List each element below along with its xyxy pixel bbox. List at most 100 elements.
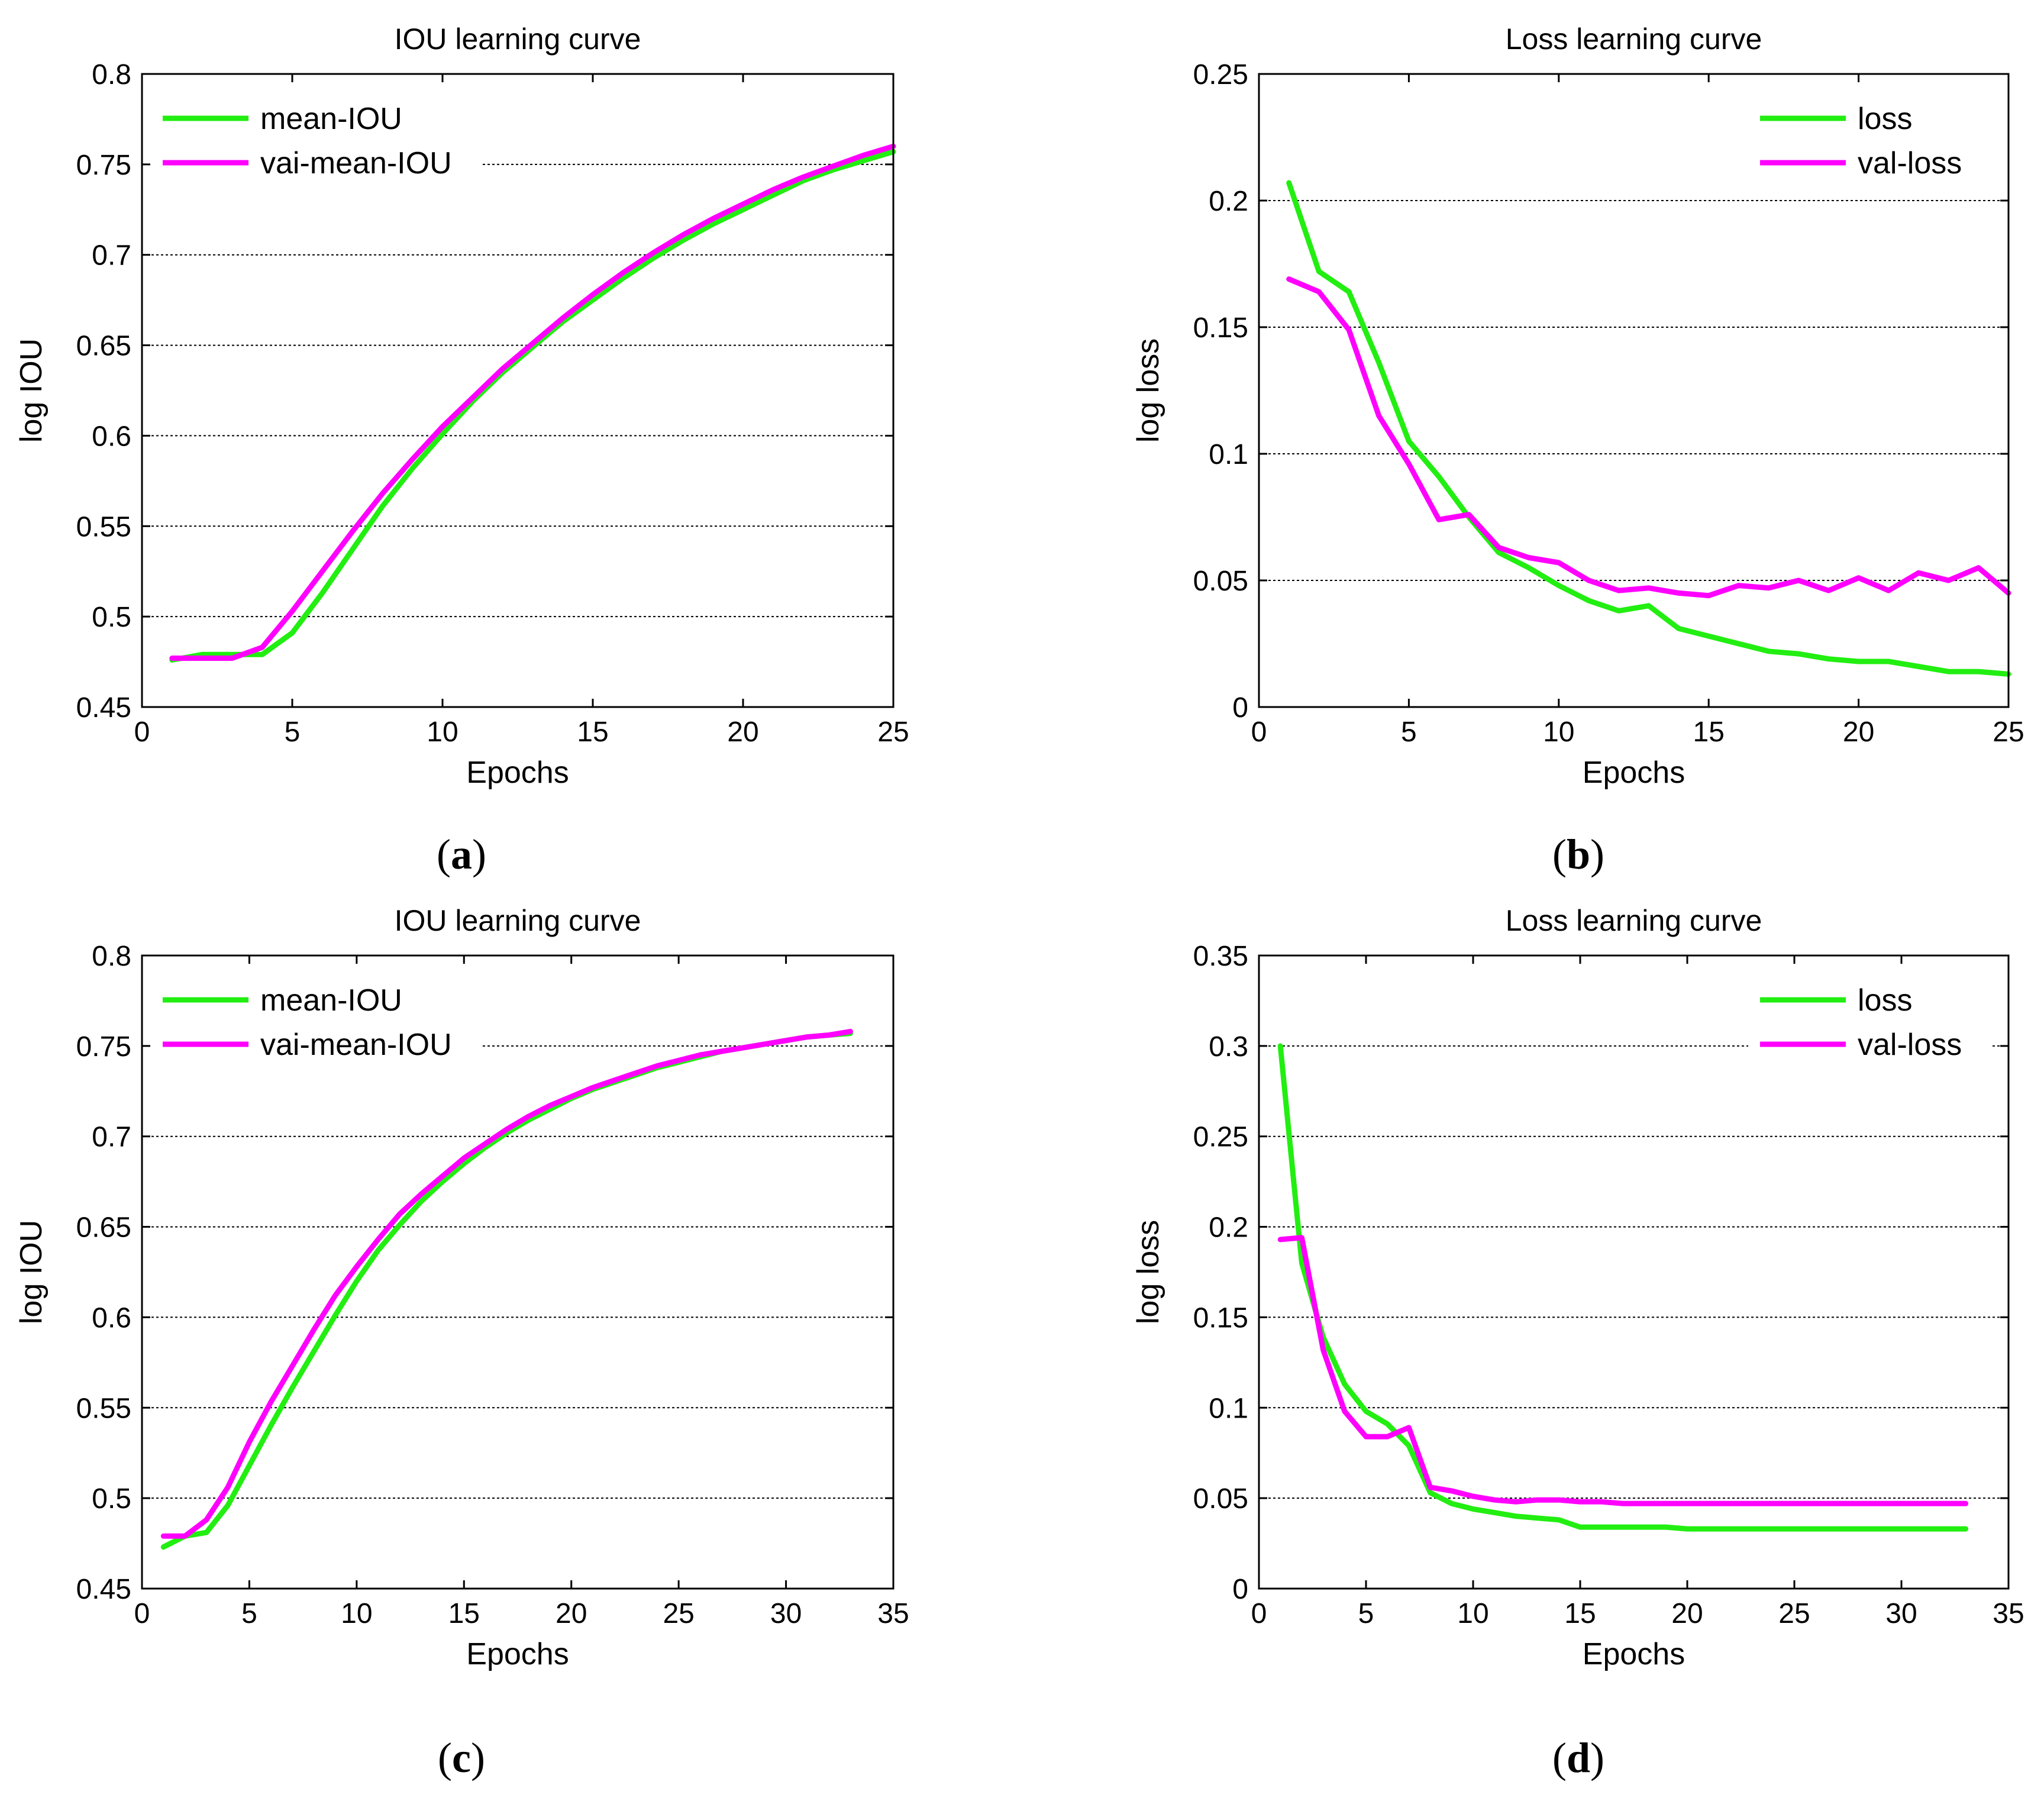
y-tick-label: 0.05: [1193, 566, 1248, 597]
legend-label: vai-mean-IOU: [260, 1028, 452, 1062]
x-tick-label: 20: [1671, 1598, 1703, 1629]
caption-paren: (: [438, 1734, 452, 1781]
series-line-loss: [1277, 1043, 1969, 1532]
plot-frame: [1258, 954, 2010, 1590]
y-tick-label: 0.1: [1209, 1393, 1248, 1424]
series-line-vai-mean-iou: [169, 143, 896, 661]
x-tick-label: 10: [341, 1598, 372, 1629]
chart-panel-a: 0.45 0.5 0.55 0.6 0.65 0.7 0.75 0.8 0 5 10 15 20 25 me…: [14, 22, 909, 878]
y-tick-label: 0.35: [1193, 941, 1248, 972]
caption-paren: (: [1552, 1734, 1567, 1781]
x-tick-label: 15: [1693, 716, 1725, 748]
y-tick-label: 0.15: [1193, 312, 1248, 344]
x-tick-label: 10: [427, 716, 458, 748]
x-axis-label: Epochs: [466, 756, 569, 790]
y-tick-label: 0.05: [1193, 1483, 1248, 1515]
chart-panel-d: 0 0.05 0.1 0.15 0.2 0.25 0.3 0.35 0 5 10 15 20 25 30 35…: [1131, 904, 2024, 1781]
caption-paren: (: [1552, 831, 1567, 878]
legend-label: loss: [1858, 983, 1912, 1018]
chart-title: IOU learning curve: [395, 904, 641, 937]
panel-caption: (b): [1552, 831, 1604, 878]
x-tick-label: 5: [241, 1598, 257, 1629]
y-tick-label: 0.75: [76, 150, 131, 181]
x-tick-label: 25: [1993, 716, 2024, 748]
x-tick-label: 0: [134, 1598, 150, 1629]
caption-paren: ): [471, 1734, 485, 1781]
x-tick-label: 35: [1993, 1598, 2024, 1629]
x-tick-label: 15: [577, 716, 608, 748]
plot-frame: [141, 73, 895, 708]
x-tick-label: 10: [1457, 1598, 1488, 1629]
legend-label: val-loss: [1858, 1028, 1962, 1062]
y-tick-label: 0.8: [92, 941, 131, 972]
series-line-val-loss: [1286, 276, 2011, 599]
y-tick-label: 0.75: [76, 1031, 131, 1063]
y-tick-label: 0.65: [76, 331, 131, 362]
y-tick-label: 0.2: [1209, 1212, 1248, 1244]
x-tick-label: 20: [727, 716, 758, 748]
y-tick-label: 0.45: [76, 692, 131, 724]
y-tick-label: 0.2: [1209, 186, 1248, 217]
y-tick-label: 0.7: [92, 240, 131, 272]
x-tick-label: 15: [448, 1598, 480, 1629]
caption-paren: ): [472, 831, 486, 878]
x-tick-label: 30: [770, 1598, 802, 1629]
legend-label: mean-IOU: [260, 102, 402, 136]
y-tick-label: 0.3: [1209, 1031, 1248, 1063]
chart-title: Loss learning curve: [1506, 22, 1762, 56]
x-tick-label: 20: [556, 1598, 587, 1629]
y-tick-label: 0: [1232, 1574, 1248, 1605]
y-axis-label: log loss: [1131, 1220, 1165, 1324]
x-tick-label: 20: [1843, 716, 1874, 748]
y-tick-label: 0.55: [76, 1393, 131, 1424]
series-line-loss: [1286, 180, 2011, 677]
y-tick-label: 0.25: [1193, 1122, 1248, 1153]
x-tick-label: 35: [877, 1598, 909, 1629]
x-tick-label: 5: [1401, 716, 1417, 748]
x-tick-label: 25: [1778, 1598, 1810, 1629]
caption-letter: a: [451, 831, 472, 878]
y-tick-label: 0.5: [92, 1483, 131, 1515]
x-tick-label: 0: [1251, 1598, 1267, 1629]
x-axis-label: Epochs: [1583, 756, 1685, 790]
y-tick-label: 0.25: [1193, 59, 1248, 91]
series-line-mean-iou: [160, 1031, 853, 1550]
chart-panel-b: 0 0.05 0.1 0.15 0.2 0.25 0 5 10 15 20 25 loss val-los…: [1131, 22, 2024, 878]
series-line-val-loss: [1277, 1235, 1969, 1506]
x-tick-label: 0: [1251, 716, 1267, 748]
y-tick-label: 0.1: [1209, 439, 1248, 470]
y-tick-label: 0.8: [92, 59, 131, 91]
x-tick-label: 15: [1564, 1598, 1596, 1629]
panel-caption: (c): [438, 1734, 485, 1781]
y-tick-label: 0.5: [92, 602, 131, 633]
y-axis-label: log IOU: [14, 338, 49, 443]
caption-paren: (: [437, 831, 451, 878]
y-axis-label: log IOU: [14, 1220, 49, 1324]
x-axis-label: Epochs: [466, 1637, 569, 1671]
x-tick-label: 5: [1358, 1598, 1374, 1629]
y-tick-label: 0.6: [92, 421, 131, 452]
legend-label: val-loss: [1858, 146, 1962, 180]
x-tick-label: 0: [134, 716, 150, 748]
series-line-mean-iou: [169, 149, 896, 663]
y-axis-label: log loss: [1131, 338, 1165, 443]
panel-caption: (a): [437, 831, 486, 878]
caption-paren: ): [1590, 1734, 1604, 1781]
caption-letter: b: [1567, 831, 1590, 878]
plot-frame: [1258, 73, 2010, 708]
legend-box: [1748, 88, 1991, 182]
x-tick-label: 25: [663, 1598, 694, 1629]
y-tick-label: 0.45: [76, 1574, 131, 1605]
panel-caption: (d): [1552, 1734, 1604, 1781]
y-tick-label: 0.7: [92, 1122, 131, 1153]
caption-letter: d: [1567, 1734, 1590, 1781]
x-tick-label: 5: [285, 716, 301, 748]
y-tick-label: 0: [1232, 692, 1248, 724]
legend-box: [1748, 969, 1991, 1064]
chart-panel-c: 0.45 0.5 0.55 0.6 0.65 0.7 0.75 0.8 0 5 10 15 20 25 30…: [14, 904, 909, 1781]
y-tick-label: 0.65: [76, 1212, 131, 1244]
chart-title: Loss learning curve: [1506, 904, 1762, 937]
series-line-vai-mean-iou: [160, 1028, 853, 1539]
legend-label: mean-IOU: [260, 983, 402, 1018]
